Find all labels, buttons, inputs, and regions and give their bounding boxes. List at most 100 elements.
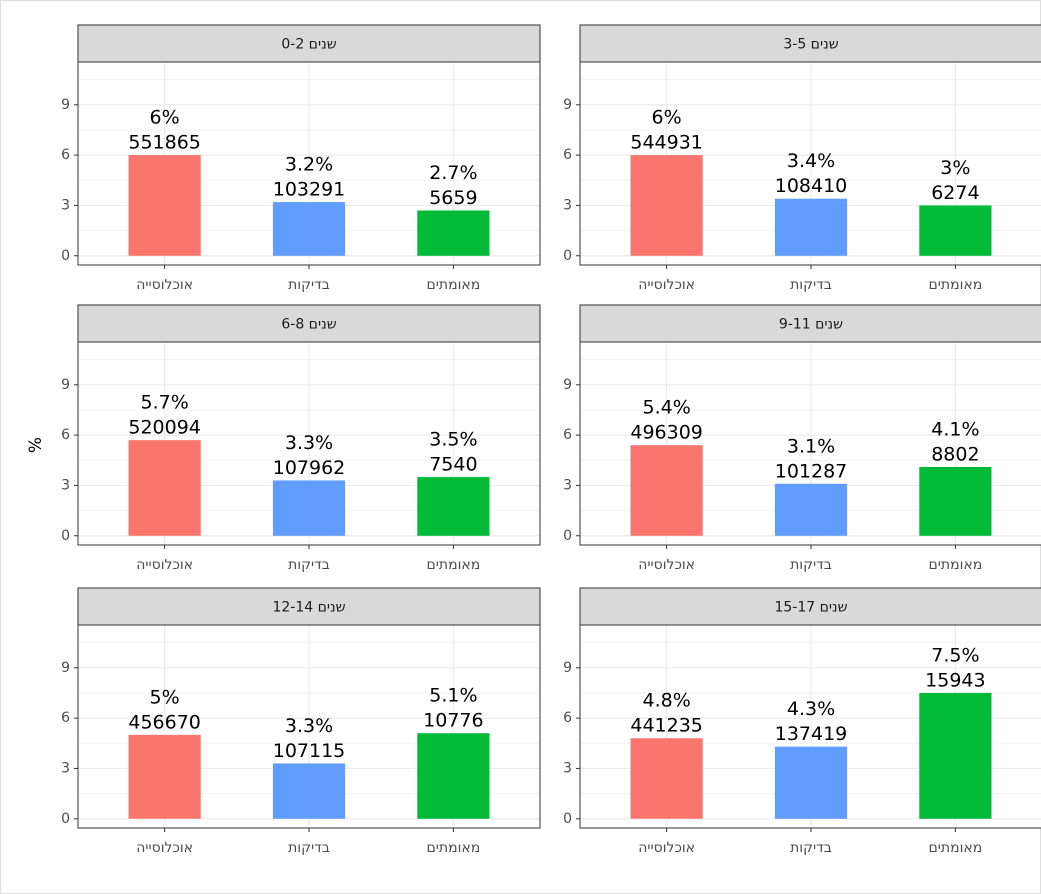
panel-title: שנים 15-17 [774, 600, 847, 616]
panel-title: שנים 0-2 [281, 37, 336, 53]
y-tick-label: 9 [61, 660, 70, 676]
y-tick-label: 0 [563, 248, 572, 264]
x-tick-label: מאומתים [426, 557, 480, 573]
bar [417, 733, 490, 819]
y-tick-label: 9 [61, 97, 70, 113]
y-tick-label: 3 [563, 760, 572, 776]
y-tick-label: 6 [61, 427, 70, 443]
value-label: 4.1% [931, 418, 979, 440]
value-label: 5.4% [642, 397, 690, 419]
bar [774, 198, 848, 256]
bar [128, 155, 201, 256]
value-label: 5% [150, 686, 180, 708]
count-label: 103291 [273, 179, 346, 201]
count-label: 551865 [128, 132, 201, 154]
y-tick-label: 3 [61, 197, 70, 213]
value-label: 3.4% [787, 150, 835, 172]
x-tick-label: אוכלוסייה [136, 840, 193, 856]
count-label: 7540 [429, 454, 477, 476]
y-tick-label: 3 [61, 760, 70, 776]
bar [630, 445, 703, 536]
y-tick-label: 0 [563, 528, 572, 544]
value-label: 3.1% [787, 435, 835, 457]
x-tick-label: אוכלוסייה [136, 557, 193, 573]
y-tick-label: 6 [563, 710, 572, 726]
panel-border [77, 624, 541, 829]
bar [272, 763, 346, 819]
x-tick-label: בדיקות [790, 840, 832, 856]
bar [417, 210, 490, 256]
x-tick-label: אוכלוסייה [638, 840, 695, 856]
y-tick-label: 9 [563, 377, 572, 393]
y-tick-label: 3 [61, 477, 70, 493]
bar [919, 692, 992, 819]
bar [272, 480, 346, 536]
y-tick-label: 0 [563, 811, 572, 827]
y-tick-label: 9 [563, 660, 572, 676]
bar [128, 440, 201, 536]
x-tick-label: מאומתים [426, 277, 480, 293]
x-tick-label: בדיקות [288, 557, 330, 573]
count-label: 137419 [775, 723, 848, 745]
count-label: 6274 [931, 182, 979, 204]
y-axis-label: % [26, 437, 46, 453]
value-label: 3.3% [285, 715, 333, 737]
count-label: 107962 [273, 457, 346, 479]
strip [77, 587, 541, 626]
value-label: 5.7% [140, 392, 188, 414]
strip [77, 24, 541, 63]
x-tick-label: מאומתים [928, 277, 982, 293]
bar [272, 202, 346, 256]
y-tick-label: 9 [61, 377, 70, 393]
value-label: 6% [150, 107, 180, 129]
count-label: 108410 [775, 175, 848, 197]
panel-title: שנים 3-5 [783, 37, 838, 53]
y-tick-label: 3 [563, 477, 572, 493]
x-tick-label: אוכלוסייה [638, 277, 695, 293]
y-tick-label: 0 [61, 528, 70, 544]
count-label: 456670 [128, 711, 201, 733]
x-tick-label: בדיקות [288, 277, 330, 293]
x-tick-label: בדיקות [288, 840, 330, 856]
y-tick-label: 6 [61, 710, 70, 726]
y-tick-label: 6 [61, 147, 70, 163]
value-label: 3.2% [285, 154, 333, 176]
x-tick-label: מאומתים [426, 840, 480, 856]
panel-border [579, 341, 1041, 546]
panel-border [579, 624, 1041, 829]
count-label: 5659 [429, 187, 477, 209]
value-label: 5.1% [429, 685, 477, 707]
x-tick-label: אוכלוסייה [638, 557, 695, 573]
value-label: 6% [652, 107, 682, 129]
x-tick-label: מאומתים [928, 557, 982, 573]
panel-title: שנים 6-8 [281, 317, 336, 333]
count-label: 520094 [128, 417, 201, 439]
bar [630, 738, 703, 819]
bar [417, 477, 490, 536]
count-label: 15943 [925, 669, 985, 691]
panel-border [77, 341, 541, 546]
bar [919, 466, 992, 536]
bar [128, 734, 201, 819]
value-label: 3% [940, 157, 970, 179]
y-tick-label: 0 [61, 811, 70, 827]
x-tick-label: מאומתים [928, 840, 982, 856]
value-label: 3.3% [285, 432, 333, 454]
y-tick-label: 0 [61, 248, 70, 264]
x-tick-label: בדיקות [790, 277, 832, 293]
panel-title: שנים 12-14 [272, 600, 345, 616]
strip [77, 304, 541, 343]
strip [579, 587, 1041, 626]
count-label: 8802 [931, 443, 979, 465]
value-label: 7.5% [931, 644, 979, 666]
strip [579, 24, 1041, 63]
y-tick-label: 6 [563, 427, 572, 443]
bar [774, 483, 848, 536]
count-label: 544931 [630, 132, 703, 154]
value-label: 3.5% [429, 429, 477, 451]
x-tick-label: בדיקות [790, 557, 832, 573]
count-label: 496309 [630, 422, 703, 444]
count-label: 101287 [775, 460, 848, 482]
count-label: 10776 [423, 710, 483, 732]
y-tick-label: 6 [563, 147, 572, 163]
